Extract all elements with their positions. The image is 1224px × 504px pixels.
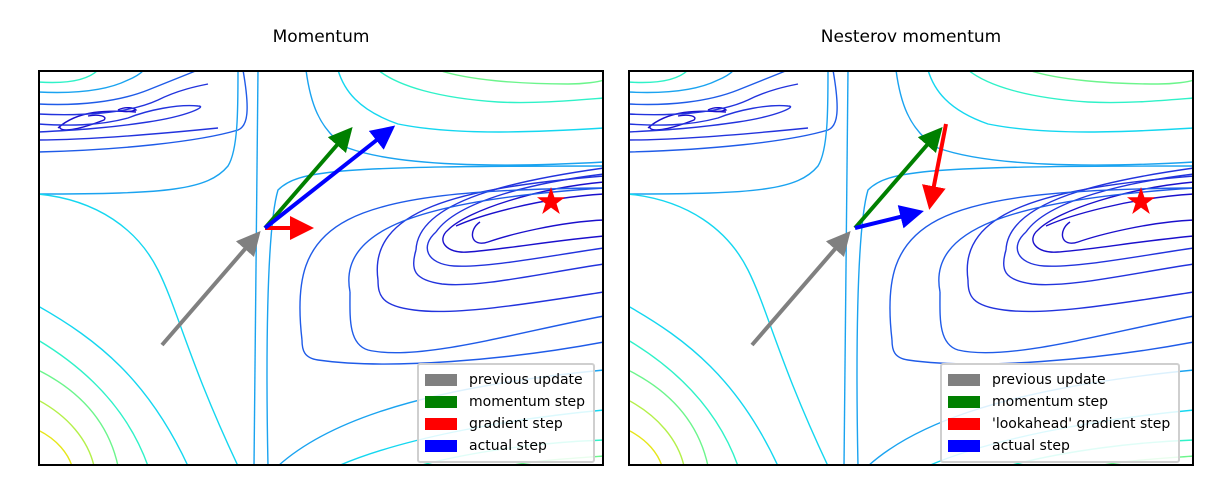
legend-nesterov: previous update momentum step 'lookahead… <box>940 363 1181 463</box>
previous-update-arrow <box>160 230 261 347</box>
legend-item: previous update <box>425 369 585 391</box>
plot-frame <box>628 70 1194 466</box>
legend-swatch-actual-step <box>425 440 457 452</box>
legend-item: actual step <box>425 435 585 457</box>
minimum-star-marker <box>1127 187 1155 214</box>
legend-label: actual step <box>992 438 1070 454</box>
previous-update-arrow <box>750 230 851 347</box>
legend-item: previous update <box>948 369 1170 391</box>
legend-label: previous update <box>992 372 1106 388</box>
actual-step-arrow <box>854 205 924 230</box>
legend-momentum: previous update momentum step gradient s… <box>417 363 596 463</box>
legend-label: 'lookahead' gradient step <box>992 416 1171 432</box>
legend-swatch-gradient-step <box>425 418 457 430</box>
momentum-step-arrow <box>853 126 943 230</box>
legend-item: momentum step <box>425 391 585 413</box>
legend-label: previous update <box>469 372 583 388</box>
legend-label: gradient step <box>469 416 563 432</box>
legend-swatch-lookahead-gradient-step <box>948 418 980 430</box>
legend-label: momentum step <box>469 394 586 410</box>
legend-item: actual step <box>948 435 1170 457</box>
legend-item: gradient step <box>425 413 585 435</box>
legend-item: momentum step <box>948 391 1170 413</box>
legend-swatch-previous-update <box>425 374 457 386</box>
legend-swatch-previous-update <box>948 374 980 386</box>
plot-frame <box>38 70 604 466</box>
lookahead-gradient-step-arrow <box>922 123 948 210</box>
legend-swatch-momentum-step <box>425 396 457 408</box>
legend-swatch-momentum-step <box>948 396 980 408</box>
panel-title-momentum: Momentum <box>272 27 370 47</box>
actual-step-arrow <box>263 125 396 230</box>
legend-label: momentum step <box>992 394 1109 410</box>
panel-title-nesterov: Nesterov momentum <box>820 27 1002 47</box>
momentum-step-arrow <box>263 126 353 230</box>
legend-swatch-actual-step <box>948 440 980 452</box>
minimum-star-marker <box>537 187 565 214</box>
legend-label: actual step <box>469 438 547 454</box>
legend-item: 'lookahead' gradient step <box>948 413 1170 435</box>
